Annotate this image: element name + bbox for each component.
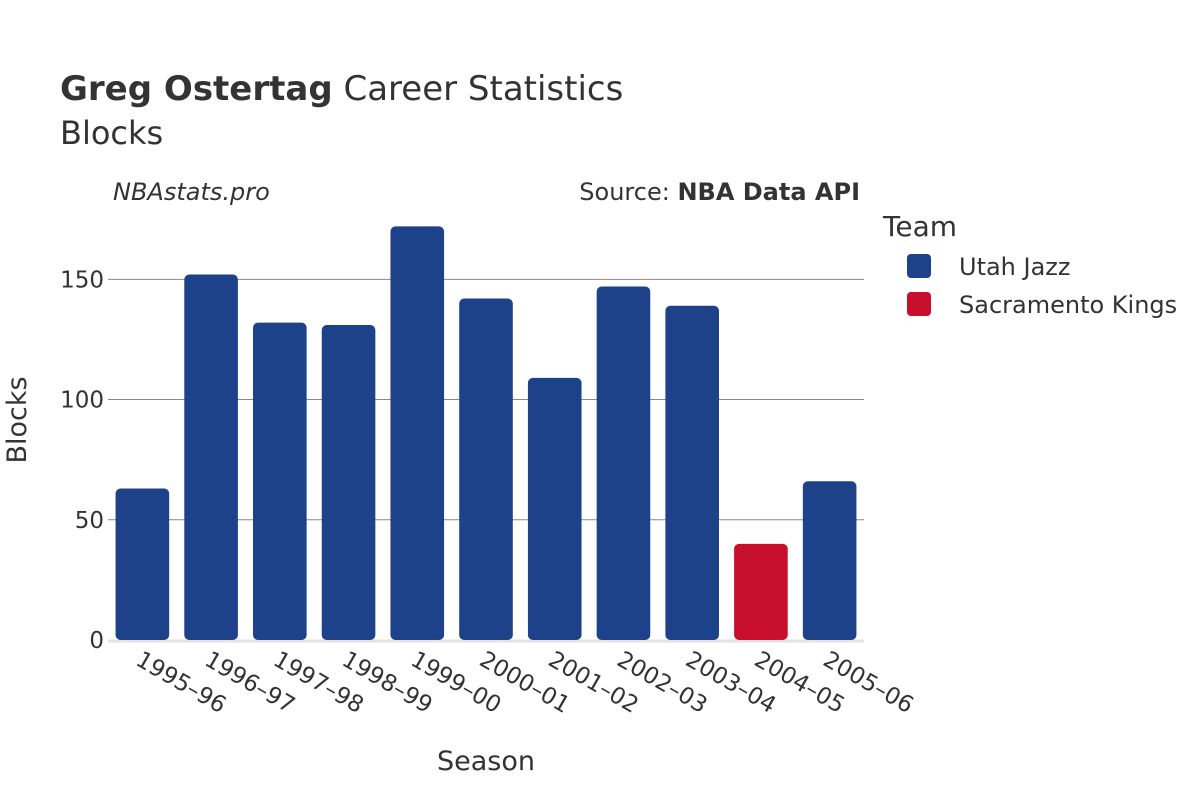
- bar[interactable]: [115, 488, 170, 640]
- legend-label[interactable]: Sacramento Kings: [959, 291, 1177, 319]
- source-prefix: Source:: [579, 178, 677, 206]
- site-credit: NBAstats.pro: [113, 178, 270, 206]
- bar[interactable]: [253, 322, 307, 640]
- y-tick-label: 150: [60, 267, 104, 293]
- bar[interactable]: [390, 226, 445, 640]
- bar[interactable]: [459, 298, 513, 640]
- bar[interactable]: [734, 543, 788, 640]
- legend: Team Utah Jazz Sacramento Kings: [882, 210, 1177, 319]
- legend-swatch[interactable]: [907, 292, 931, 316]
- player-name: Greg Ostertag: [60, 69, 333, 109]
- legend-label[interactable]: Utah Jazz: [959, 253, 1071, 281]
- y-axis-title: Blocks: [2, 376, 33, 463]
- y-tick-label: 0: [89, 628, 104, 654]
- bar[interactable]: [321, 325, 376, 640]
- bars: [115, 226, 857, 640]
- y-tick-label: 100: [60, 388, 104, 414]
- legend-swatch[interactable]: [907, 254, 931, 278]
- bar[interactable]: [596, 286, 651, 640]
- bar[interactable]: [527, 377, 582, 640]
- legend-title: Team: [882, 210, 957, 243]
- y-tick-label: 50: [75, 508, 104, 534]
- bar[interactable]: [802, 481, 857, 640]
- source-name: NBA Data API: [677, 178, 860, 206]
- source-credit: Source: NBA Data API: [579, 178, 860, 206]
- x-tick-labels: 1995–961996–971997–981998–991999–002000–…: [131, 647, 917, 719]
- bar[interactable]: [184, 274, 238, 640]
- y-tick-labels: 0 50 100 150: [60, 267, 104, 654]
- title-suffix: Career Statistics: [333, 69, 624, 109]
- bar[interactable]: [665, 305, 719, 640]
- x-axis-title: Season: [437, 746, 535, 777]
- chart-subtitle: Blocks: [60, 114, 163, 152]
- chart-title: Greg Ostertag Career Statistics: [60, 69, 623, 109]
